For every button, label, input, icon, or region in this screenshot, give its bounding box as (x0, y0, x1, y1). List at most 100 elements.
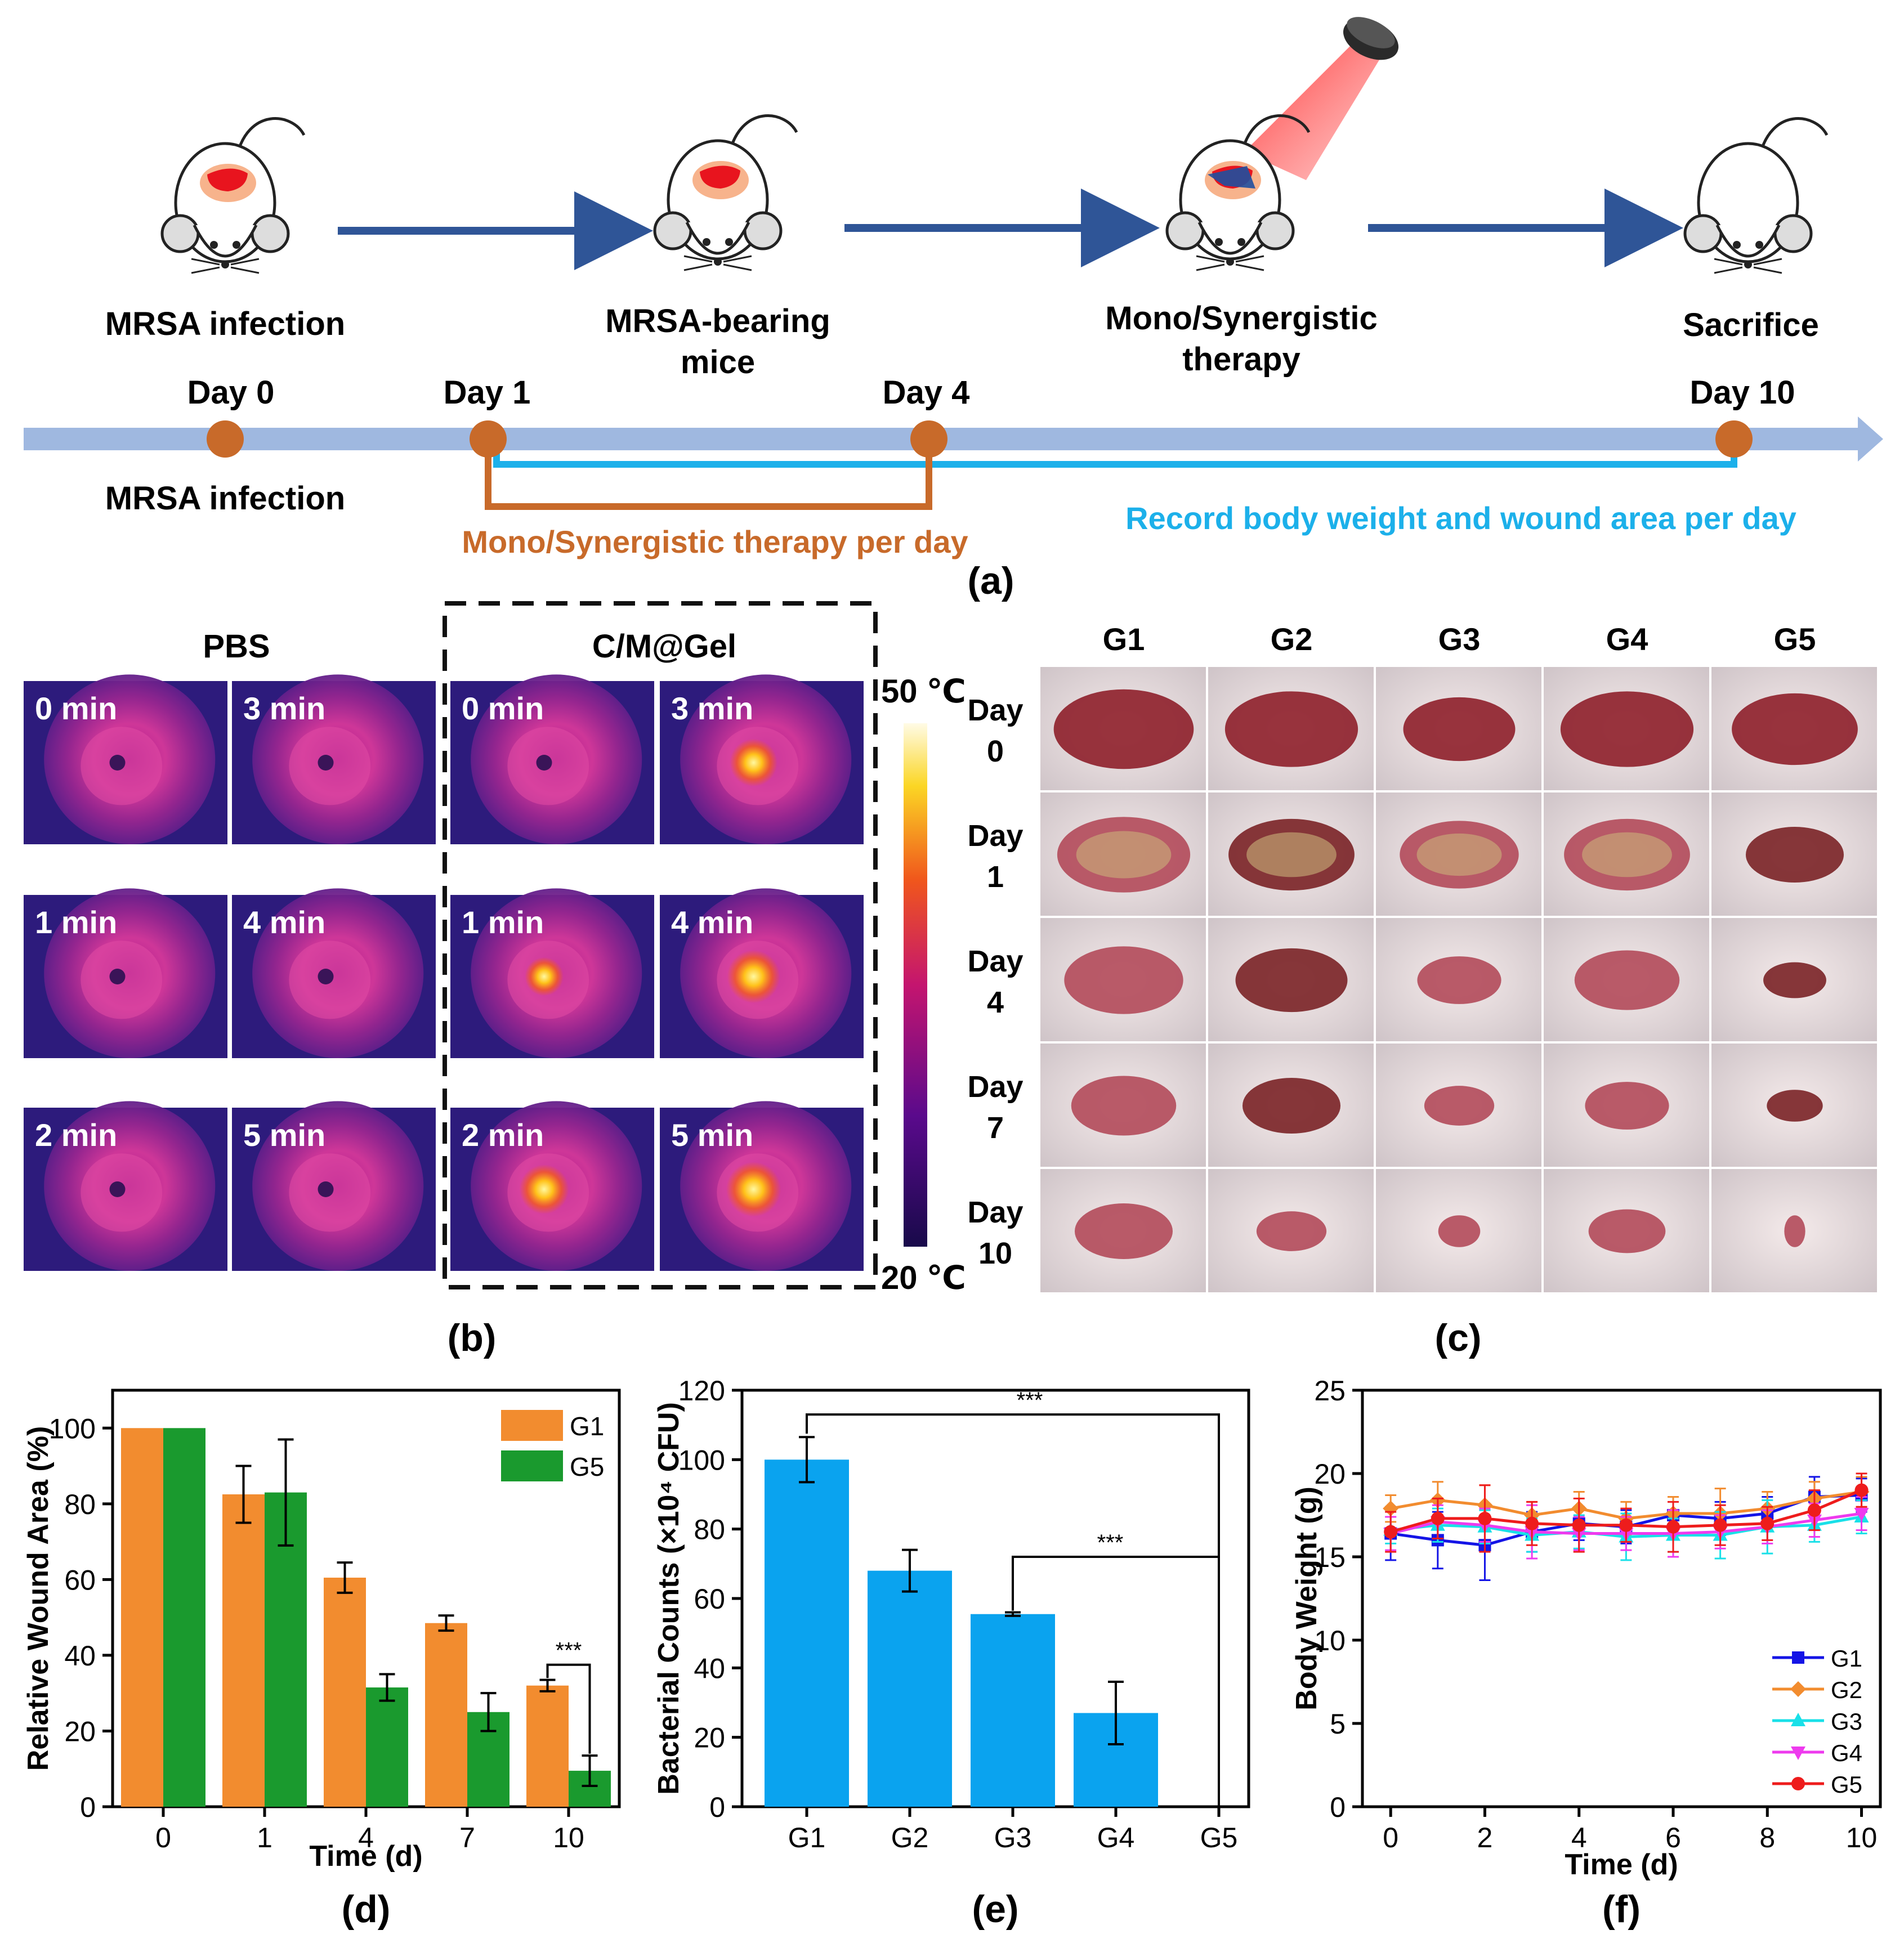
day-number: 0 (987, 735, 1004, 768)
panel-a-label: (a) (967, 559, 1014, 602)
day-number: 4 (987, 986, 1004, 1019)
wound-photo (1544, 667, 1709, 790)
time-label: 5 min (243, 1117, 325, 1153)
colorbar (904, 723, 927, 1247)
significance-bracket (546, 1663, 591, 1754)
x-tick-label: 10 (1846, 1822, 1878, 1853)
legend-swatch (501, 1450, 563, 1481)
mouse-icon (160, 117, 306, 274)
pbs-thermal-image: 1 min (24, 888, 227, 1058)
y-tick-label: 5 (1330, 1708, 1346, 1740)
bar-g1 (526, 1685, 569, 1807)
significance-bracket (1012, 1556, 1219, 1611)
significance-label: *** (1097, 1530, 1124, 1555)
y-tick-label: 0 (1330, 1792, 1346, 1823)
day-number: 1 (987, 860, 1004, 894)
wound-photo (1208, 918, 1374, 1041)
hotspot-mark (525, 957, 564, 996)
data-point (1619, 1518, 1633, 1532)
timeline-below-day0: MRSA infection (105, 480, 345, 517)
stage-caption-4: Sacrifice (1683, 307, 1819, 343)
timeline-dot-day10 (1715, 420, 1753, 458)
bar-g1 (121, 1428, 163, 1807)
chart-f: 0 5 10 15 20 25 0 2 4 6 8 10 G1 G2 G3 G4 G5 Body Weight (… (1290, 1375, 1882, 1931)
y-axis-label: Bacterial Counts (×10⁴ CFU) (652, 1402, 685, 1795)
bar (868, 1570, 952, 1807)
group-label: G5 (1774, 621, 1816, 657)
timeline-dot-day0 (207, 420, 244, 458)
time-label: 4 min (243, 904, 325, 940)
gel-thermal-image: 0 min (450, 674, 654, 844)
x-tick-label: 7 (459, 1822, 475, 1853)
timeline-dot-day4 (910, 420, 947, 458)
data-point (1791, 1713, 1805, 1726)
x-tick-label: G1 (788, 1822, 826, 1853)
wound-photo (1711, 1169, 1877, 1292)
timeline-dot-day1 (470, 420, 507, 458)
wound-photo (1376, 1044, 1541, 1167)
wound-photo (1208, 792, 1374, 916)
x-tick-label: 6 (1665, 1822, 1681, 1853)
panel-e-label: (e) (972, 1888, 1018, 1931)
group-label: G3 (1438, 621, 1481, 657)
y-tick-label: 0 (80, 1792, 96, 1823)
bar-g1 (425, 1623, 467, 1807)
mouse-icon (653, 114, 798, 271)
bar-g1 (222, 1494, 265, 1807)
bar-g5 (366, 1687, 408, 1807)
legend-label: G3 (1831, 1708, 1862, 1735)
y-tick-label: 20 (64, 1716, 96, 1747)
hotspot-mark (730, 738, 777, 787)
data-point (1525, 1516, 1539, 1530)
data-point (1791, 1777, 1805, 1790)
day-number: 7 (987, 1111, 1004, 1145)
wound-photo (1711, 667, 1877, 790)
x-tick-label: G2 (891, 1822, 929, 1853)
y-tick-label: 100 (49, 1413, 96, 1444)
legend-label: G2 (1831, 1677, 1862, 1703)
data-point (1854, 1508, 1869, 1522)
wound-photo (1040, 1169, 1206, 1292)
y-tick-label: 40 (694, 1653, 725, 1684)
wound-photo (1040, 918, 1206, 1041)
legend-swatch (501, 1410, 563, 1441)
gel-title: C/M@Gel (592, 628, 736, 665)
mouse-icon (1165, 114, 1311, 271)
data-point (1854, 1483, 1869, 1497)
record-note: Record body weight and wound area per da… (1125, 500, 1796, 536)
data-point (1760, 1516, 1775, 1530)
x-tick-label: 0 (1383, 1822, 1398, 1853)
y-tick-label: 120 (678, 1375, 725, 1407)
data-point (1666, 1520, 1680, 1534)
x-axis-label: Time (d) (1565, 1848, 1678, 1881)
y-tick-label: 25 (1314, 1375, 1346, 1407)
panel-d-label: (d) (342, 1888, 391, 1931)
x-tick-label: 0 (155, 1822, 171, 1853)
y-tick-label: 60 (694, 1583, 725, 1615)
data-point (1431, 1511, 1445, 1525)
day-label: Day (967, 944, 1023, 978)
stage-caption-2b: mice (681, 344, 755, 380)
laser-device-icon (1244, 17, 1399, 180)
time-label: 3 min (243, 691, 325, 726)
panel-c-label: (c) (1434, 1316, 1481, 1359)
timeline-day0: Day 0 (187, 374, 275, 411)
pbs-thermal-image: 2 min (24, 1101, 227, 1271)
y-tick-label: 20 (1314, 1458, 1346, 1490)
y-tick-label: 10 (1314, 1625, 1346, 1656)
wound-photo (1376, 667, 1541, 790)
data-point (1713, 1518, 1727, 1532)
time-label: 2 min (35, 1117, 117, 1153)
legend-label: G4 (1831, 1740, 1862, 1766)
x-tick-label: G4 (1097, 1822, 1135, 1853)
time-label: 0 min (462, 691, 544, 726)
y-axis-label: Body Weight (g) (1290, 1486, 1323, 1710)
x-tick-label: 2 (1477, 1822, 1493, 1853)
x-tick-label: 10 (553, 1822, 584, 1853)
colorbar-max: 50 ℃ (881, 673, 966, 710)
panel-f-label: (f) (1602, 1888, 1641, 1931)
significance-label: *** (556, 1638, 582, 1663)
group-label: G2 (1271, 621, 1313, 657)
bar (971, 1614, 1055, 1807)
x-tick-label: G5 (1200, 1822, 1238, 1853)
